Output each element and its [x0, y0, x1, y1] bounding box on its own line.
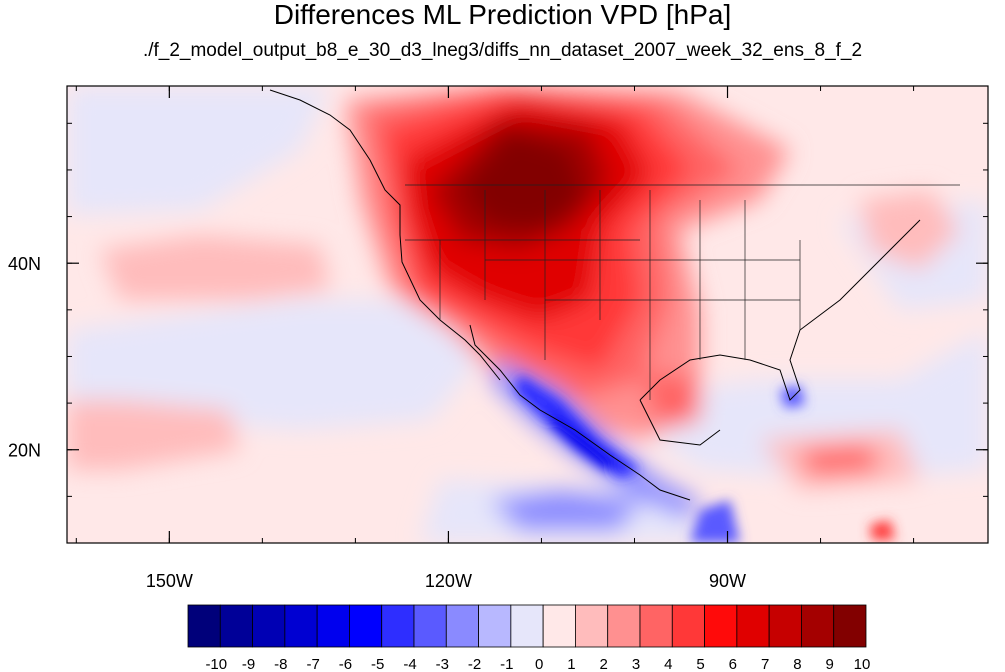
colorbar-box [639, 604, 673, 648]
colorbar-box [575, 604, 609, 648]
map-frame [66, 85, 989, 544]
colorbar-label: 3 [632, 656, 640, 672]
colorbar-box [187, 604, 221, 648]
colorbar-label: -3 [436, 656, 449, 672]
colorbar-box [768, 604, 802, 648]
colorbar-label: -2 [468, 656, 481, 672]
colorbar-box [381, 604, 415, 648]
state-borders [405, 184, 960, 400]
map-field [67, 86, 988, 543]
colorbar-box [349, 604, 383, 648]
lat-tick-label: 20N [8, 441, 41, 461]
lat-tick-label: 40N [8, 254, 41, 274]
colorbar-box [801, 604, 835, 648]
colorbar-box [510, 604, 544, 648]
colorbar-label: 2 [600, 656, 608, 672]
coastlines [269, 89, 921, 501]
colorbar-box [252, 604, 286, 648]
colorbar-box [445, 604, 479, 648]
colorbar-box [316, 604, 350, 648]
colorbar-label: 5 [696, 656, 704, 672]
colorbar-label: 1 [567, 656, 575, 672]
colorbar-label: -10 [205, 656, 227, 672]
colorbar-label: 6 [729, 656, 737, 672]
colorbar-box [219, 604, 253, 648]
colorbar-box [607, 604, 641, 648]
colorbar-box [284, 604, 318, 648]
colorbar-box [413, 604, 447, 648]
colorbar-label: -8 [274, 656, 287, 672]
colorbar-box [478, 604, 512, 648]
colorbar-box [704, 604, 738, 648]
axis-ticks: 150W 120W 90W 40N 20N [8, 86, 988, 591]
colorbar-label: 0 [535, 656, 543, 672]
colorbar-label: -4 [403, 656, 416, 672]
map-subtitle: ./f_2_model_output_b8_e_30_d3_lneg3/diff… [142, 40, 863, 61]
colorbar-label: -6 [339, 656, 352, 672]
colorbar-label: -1 [500, 656, 513, 672]
colorbar-box [542, 604, 576, 648]
lon-tick-label: 150W [146, 571, 193, 591]
colorbar-labels: -10 -9 -8 -7 -6 -5 -4 -3 -2 -1 0 1 2 3 4 5 6 7 8 9 10 [205, 656, 870, 672]
colorbar-box [833, 604, 867, 648]
colorbar-box [736, 604, 770, 648]
colorbar-boxes [187, 604, 867, 648]
colorbar-label: -7 [306, 656, 319, 672]
colorbar-label: 4 [664, 656, 672, 672]
lon-tick-label: 90W [709, 571, 746, 591]
colorbar-label: -9 [242, 656, 255, 672]
colorbar-label: 9 [826, 656, 834, 672]
colorbar-label: -5 [371, 656, 384, 672]
colorbar-label: 8 [793, 656, 801, 672]
colorbar-label: 10 [854, 656, 871, 672]
map-title: Differences ML Prediction VPD [hPa] [273, 0, 732, 30]
colorbar-box [671, 604, 705, 648]
lon-tick-label: 120W [425, 571, 472, 591]
colorbar-label: 7 [761, 656, 769, 672]
